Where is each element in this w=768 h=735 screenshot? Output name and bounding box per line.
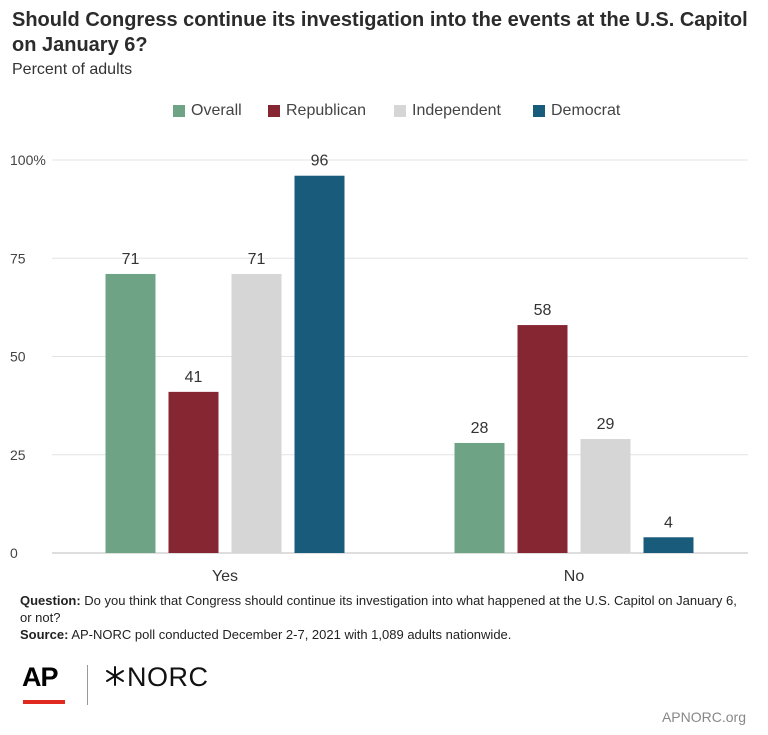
logo-divider — [87, 665, 88, 705]
norc-logo: NORC — [104, 662, 209, 693]
y-tick-label: 75 — [10, 250, 26, 266]
legend-item-overall: Overall — [173, 102, 242, 120]
bar-value-label: 4 — [664, 514, 673, 531]
bar — [517, 325, 568, 553]
question-note: Question: Do you think that Congress sho… — [20, 592, 750, 626]
bar — [294, 175, 345, 553]
y-axis-ticks: 0 25 50 75 100% — [10, 152, 46, 561]
norc-logo-text: NORC — [127, 662, 209, 692]
legend-label-republican: Republican — [286, 102, 367, 119]
source-text: AP-NORC poll conducted December 2-7, 202… — [71, 627, 512, 642]
legend-item-independent: Independent — [394, 102, 501, 120]
bar — [454, 442, 505, 553]
bar-value-label: 71 — [248, 251, 266, 268]
legend-item-democrat: Democrat — [533, 102, 620, 120]
ap-logo: AP — [22, 662, 59, 692]
legend-swatch-republican — [268, 105, 280, 117]
legend-label-overall: Overall — [191, 102, 242, 119]
bar-value-label: 96 — [311, 153, 329, 170]
question-text: Do you think that Congress should contin… — [20, 593, 737, 625]
question-label: Question: — [20, 593, 81, 608]
site-link[interactable]: APNORC.org — [661, 709, 746, 725]
legend-item-republican: Republican — [268, 102, 366, 120]
legend-label-independent: Independent — [412, 102, 501, 119]
chart-subtitle: Percent of adults — [12, 61, 133, 78]
source-note: Source: AP-NORC poll conducted December … — [20, 626, 750, 643]
x-tick-label: Yes — [212, 568, 238, 585]
bar-value-label: 71 — [122, 251, 140, 268]
chart-title: Should Congress continue its investigati… — [12, 9, 748, 56]
bar-chart: 0 25 50 75 100% 71 41 71 96 28 58 29 4 Yes No — [10, 152, 748, 585]
ap-logo-underline — [23, 700, 65, 704]
bars — [105, 175, 694, 553]
bar — [105, 273, 156, 553]
bar — [643, 537, 694, 553]
bar-value-label: 28 — [471, 420, 489, 437]
y-tick-label: 0 — [10, 545, 18, 561]
y-tick-label: 50 — [10, 349, 26, 365]
bar — [168, 391, 219, 553]
gridlines — [52, 159, 748, 554]
y-tick-label: 100% — [10, 152, 46, 168]
legend-label-democrat: Democrat — [551, 102, 621, 119]
x-axis-ticks: Yes No — [212, 568, 584, 585]
bar-value-label: 41 — [185, 369, 203, 386]
x-tick-label: No — [564, 568, 585, 585]
bar-value-label: 58 — [534, 302, 552, 319]
bar-value-labels: 71 41 71 96 28 58 29 4 — [122, 153, 673, 532]
bar — [580, 439, 631, 553]
bar — [231, 273, 282, 553]
source-label: Source: — [20, 627, 69, 642]
legend-swatch-overall — [173, 105, 185, 117]
legend-swatch-democrat — [533, 105, 545, 117]
notes: Question: Do you think that Congress sho… — [20, 592, 750, 643]
bar-value-label: 29 — [597, 416, 615, 433]
legend-swatch-independent — [394, 105, 406, 117]
legend: Overall Republican Independent Democrat — [0, 102, 768, 122]
norc-star-icon — [106, 666, 124, 686]
y-tick-label: 25 — [10, 447, 26, 463]
